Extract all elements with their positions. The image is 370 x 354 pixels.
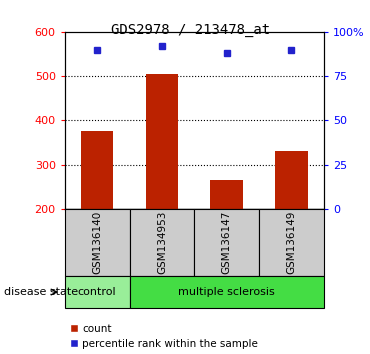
Bar	[65, 276, 130, 308]
Bar	[259, 209, 324, 276]
Text: GSM136147: GSM136147	[222, 211, 232, 274]
Text: GSM134953: GSM134953	[157, 211, 167, 274]
Text: GSM136149: GSM136149	[286, 211, 296, 274]
Bar	[65, 209, 130, 276]
Text: disease state: disease state	[4, 287, 78, 297]
Text: multiple sclerosis: multiple sclerosis	[178, 287, 275, 297]
Legend: count, percentile rank within the sample: count, percentile rank within the sample	[70, 324, 258, 349]
Text: GSM136140: GSM136140	[92, 211, 102, 274]
Text: GDS2978 / 213478_at: GDS2978 / 213478_at	[111, 23, 270, 37]
Bar	[146, 74, 178, 209]
Bar	[130, 276, 324, 308]
Bar	[211, 180, 243, 209]
Bar	[81, 131, 113, 209]
Text: control: control	[78, 287, 117, 297]
Bar	[130, 209, 194, 276]
Bar	[275, 152, 307, 209]
Bar	[194, 209, 259, 276]
